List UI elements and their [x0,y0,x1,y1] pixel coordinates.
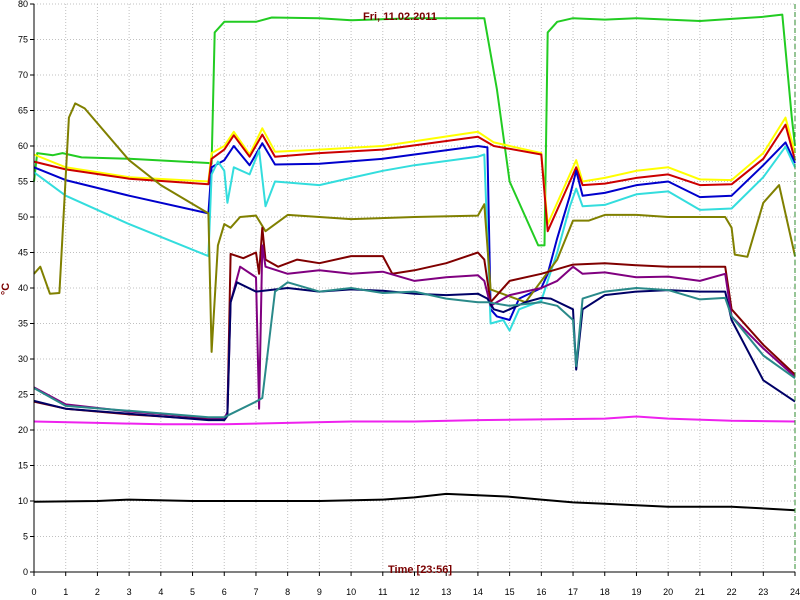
y-tick-label: 25 [18,390,28,400]
series-line-1 [33,13,796,247]
series-lines [33,13,796,512]
y-tick-label: 15 [18,461,28,471]
y-tick-label: 60 [18,141,28,151]
x-tick-label: 6 [222,587,227,597]
series-line-2 [33,116,796,226]
x-tick-label: 1 [63,587,68,597]
x-tick-label: 2 [95,587,100,597]
y-tick-label: 45 [18,248,28,258]
x-tick-label: 3 [127,587,132,597]
x-tick-labels: 0 1 2 3 4 5 6 7 8 9 10 11 12 13 14 15 16 17 18 19 20 21 22 23 24 [31,572,800,597]
x-tick-label: 16 [536,587,546,597]
series-line-4 [33,141,796,321]
x-tick-label: 9 [317,587,322,597]
series-line-12 [33,492,796,512]
y-tick-label: 55 [18,177,28,187]
x-tick-label: 22 [727,587,737,597]
x-tick-label: 8 [285,587,290,597]
y-tick-label: 30 [18,354,28,364]
x-tick-label: 23 [758,587,768,597]
y-tick-label: 5 [23,532,28,542]
y-axis-label: °C [0,283,12,295]
y-tick-labels: 0 5 10 15 20 25 30 35 40 45 50 55 60 65 70 75 80 [18,0,34,577]
y-tick-label: 65 [18,106,28,116]
x-tick-label: 21 [695,587,705,597]
series-line-10 [33,281,796,419]
x-tick-label: 20 [663,587,673,597]
x-tick-label: 7 [253,587,258,597]
chart-title: Fri, 11.02.2011 [363,11,437,23]
x-axis-label: Time [23:56] [388,564,452,576]
x-tick-label: 10 [346,587,356,597]
y-tick-label: 10 [18,496,28,506]
x-tick-label: 19 [631,587,641,597]
x-tick-label: 5 [190,587,195,597]
y-tick-label: 80 [18,0,28,9]
x-tick-label: 24 [790,587,800,597]
series-line-5 [33,145,796,332]
y-tick-label: 35 [18,319,28,329]
y-tick-label: 75 [18,35,28,45]
x-tick-label: 14 [473,587,483,597]
x-tick-label: 11 [378,587,387,597]
y-tick-label: 50 [18,212,28,222]
y-tick-label: 0 [23,567,28,577]
y-tick-label: 40 [18,283,28,293]
series-line-9 [33,281,796,422]
y-tick-label: 20 [18,425,28,435]
x-tick-label: 15 [505,587,515,597]
x-tick-label: 17 [568,587,578,597]
series-line-11 [33,415,796,426]
y-tick-label: 70 [18,70,28,80]
x-tick-label: 0 [31,587,36,597]
series-line-6 [33,102,796,353]
x-tick-label: 13 [441,587,451,597]
series-line-3 [33,123,796,233]
x-tick-label: 12 [409,587,419,597]
x-tick-label: 18 [600,587,610,597]
x-tick-label: 4 [158,587,163,597]
